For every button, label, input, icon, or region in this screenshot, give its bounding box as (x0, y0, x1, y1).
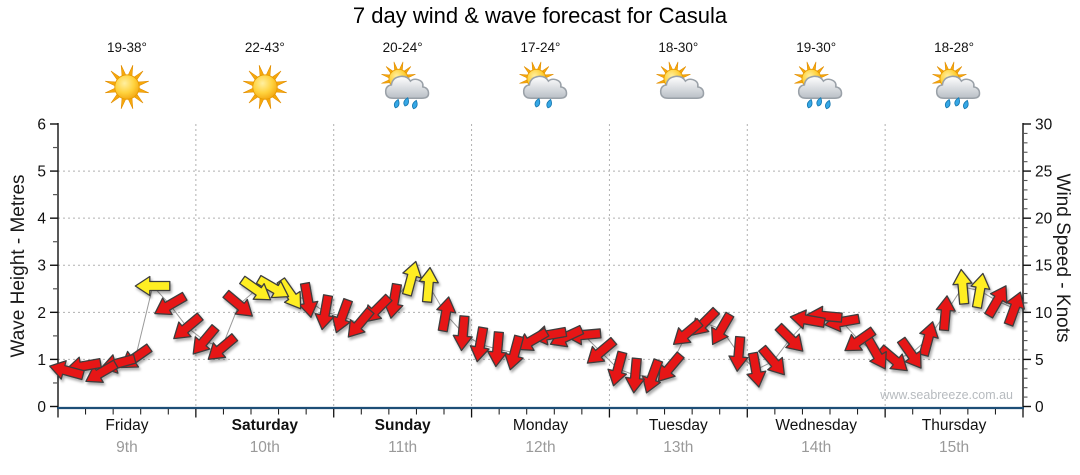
xaxis-day-label: Tuesday 13th (609, 417, 747, 457)
xaxis-day-label: Saturday 10th (196, 417, 334, 457)
temp-range: 19-38° (106, 40, 147, 55)
day-name: Wednesday (775, 417, 857, 434)
svg-text:0: 0 (37, 399, 46, 416)
svg-text:2: 2 (37, 305, 46, 322)
weather-icon-sun-cloud-rain (885, 58, 1023, 116)
svg-text:5: 5 (37, 164, 46, 181)
weather-icon-sun-cloud-rain (334, 58, 472, 116)
weather-icon-sun-cloud-rain (747, 58, 885, 116)
svg-text:1: 1 (37, 352, 46, 369)
day-date: 13th (663, 439, 694, 456)
day-column-friday: 19-38° (58, 40, 196, 116)
svg-text:10: 10 (1035, 305, 1053, 322)
temp-range: 20-24° (382, 40, 423, 55)
xaxis-day-label: Friday 9th (58, 417, 196, 457)
day-date: 12th (525, 439, 556, 456)
weather-icon-sunny (196, 58, 334, 116)
day-column-monday: 17-24° (472, 40, 610, 116)
temp-range: 18-28° (934, 40, 975, 55)
day-column-saturday: 22-43° (196, 40, 334, 116)
svg-text:30: 30 (1035, 116, 1053, 133)
day-date: 10th (249, 439, 280, 456)
svg-text:20: 20 (1035, 211, 1053, 228)
svg-text:5: 5 (1035, 352, 1044, 369)
weather-icon-sun-cloud (609, 58, 747, 116)
xaxis-day-label: Monday 12th (472, 417, 610, 457)
svg-text:15: 15 (1035, 258, 1052, 275)
watermark: www.seabreeze.com.au (880, 388, 1013, 402)
day-column-thursday: 18-28° (885, 40, 1023, 116)
svg-text:4: 4 (37, 211, 46, 228)
weather-icon-sunny (58, 58, 196, 116)
day-name: Sunday (374, 417, 431, 434)
temp-range: 17-24° (520, 40, 561, 55)
svg-text:3: 3 (37, 258, 46, 275)
day-name: Friday (105, 417, 149, 434)
day-column-sunday: 20-24° (334, 40, 472, 116)
svg-text:25: 25 (1035, 164, 1052, 181)
temp-range: 18-30° (658, 40, 699, 55)
day-date: 9th (116, 439, 138, 456)
xaxis-day-label: Wednesday 14th (747, 417, 885, 457)
day-column-wednesday: 19-30° (747, 40, 885, 116)
xaxis-day-label: Sunday 11th (334, 417, 472, 457)
day-date: 15th (938, 439, 970, 456)
day-name: Tuesday (648, 417, 708, 434)
svg-text:6: 6 (37, 116, 46, 133)
xaxis-day-label: Thursday 15th (885, 417, 1023, 457)
day-name: Thursday (921, 417, 987, 434)
weather-icon-sun-cloud-rain (472, 58, 610, 116)
day-date: 11th (388, 439, 418, 456)
chart-title: 7 day wind & wave forecast for Casula (352, 3, 728, 28)
day-name: Monday (512, 417, 569, 434)
temp-range: 22-43° (244, 40, 285, 55)
temp-range: 19-30° (796, 40, 837, 55)
svg-text:0: 0 (1035, 399, 1044, 416)
day-name: Saturday (231, 417, 298, 434)
day-date: 14th (801, 439, 832, 456)
day-column-tuesday: 18-30° (609, 40, 747, 116)
